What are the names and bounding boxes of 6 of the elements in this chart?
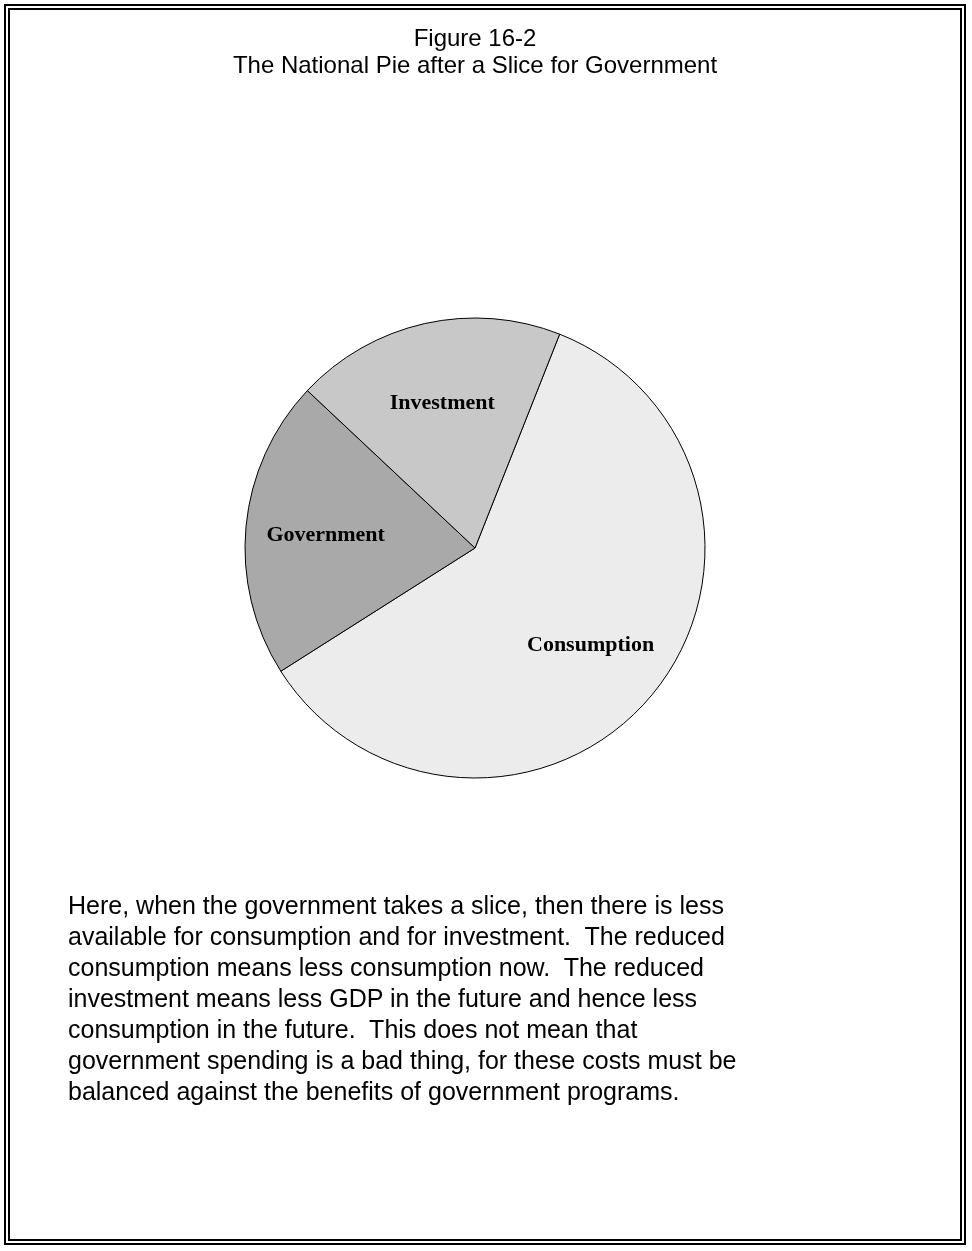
text: Here, when the government takes a slice, then there is less available for consumption and for investment. The reduced consumption means less consumption now. The reduced investment means less GDP in the future and hence less consumption in the future. This does not mean that government spending is a bad thing, for these costs must be balanced against the benefits of government programs. [68,890,738,1107]
chart-title: Figure 16-2 [413,24,537,51]
slice-label: Consumption [527,630,655,656]
chart-subtitle: The National Pie after a Slice for Government [232,51,718,78]
slice-label: Government [266,520,386,546]
slice-label: Investment [389,388,496,414]
